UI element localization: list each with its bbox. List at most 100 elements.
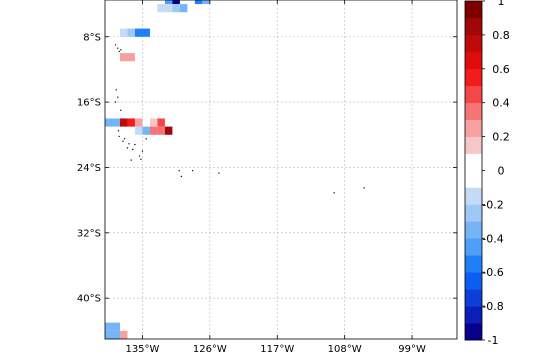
colorbar: 1 0.8 0.6 0.4 0.2 0 -0.2 -0.4 -0.6 -0.8 -1 [464,0,510,347]
colorbar-tick-label: 0.2 [492,131,510,144]
anomaly-cell [164,126,173,135]
anomaly-cell [157,126,165,135]
lon-tick-label: 108°W [328,344,362,355]
colorbar-tick-label: 0.6 [492,63,510,76]
anomaly-cell [119,53,128,62]
lon-tick-label: 117°W [260,344,294,355]
colorbar-tick-label: -0.2 [482,198,503,211]
anomaly-cell [202,0,210,5]
colorbar-segment [465,170,482,188]
island-marker [122,140,124,143]
island-marker [138,155,141,157]
colorbar-tick-label: -0.4 [482,232,503,245]
anomaly-cell [164,4,173,13]
map-frame [104,0,458,340]
island-marker [218,172,220,174]
island-marker [114,44,117,46]
island-marker [140,158,142,160]
anomaly-cell [142,126,150,135]
colorbar-segment [465,34,482,53]
anomaly-cell [112,118,120,127]
colorbar-segment [465,136,482,154]
colorbar-tick-label: 0.4 [492,97,510,110]
colorbar-segment [465,272,482,290]
colorbar-tick-label: 0 [498,165,505,178]
island-marker [120,109,122,111]
island-marker [191,170,194,172]
anomaly-cell [119,118,128,127]
island-marker [123,138,126,140]
anomaly-cell [194,0,203,5]
colorbar-segment [465,306,482,324]
anomaly-cell [164,0,173,5]
island-marker [117,96,119,98]
anomaly-cell [127,118,135,127]
island-markers [114,44,365,194]
colorbar-segment [465,204,482,222]
island-marker [141,150,144,152]
lat-tick-label: 40°S [77,294,101,305]
anomaly-cell [157,118,165,127]
lon-tick-label: 135°W [125,344,159,355]
anomaly-cell [172,4,180,13]
island-marker [145,138,147,140]
island-marker [117,47,119,49]
island-marker [114,101,117,103]
island-marker [117,129,120,132]
anomaly-cell [172,0,180,5]
colorbar-tick-label: 1 [498,0,505,8]
island-marker [363,187,365,189]
colorbar-segment [465,255,482,273]
colorbar-segment [465,187,482,205]
colorbar-segment [465,289,482,307]
colorbar-segment [465,51,482,70]
anomaly-cell [179,4,188,13]
lon-tick-label: 126°W [193,344,227,355]
colorbar-segment [465,17,482,36]
island-marker [180,175,183,178]
island-marker [120,49,122,51]
colorbar-segment [465,1,482,19]
graticule [105,0,457,339]
anomaly-cell [134,118,143,127]
island-marker [126,147,129,149]
colorbar-tick-label: -1 [488,334,499,347]
anomaly-cell [127,53,135,62]
island-marker [128,143,130,145]
lat-tick-label: 16°S [77,98,101,109]
colorbar-tick-label: -0.6 [482,266,503,279]
island-marker [333,192,335,194]
anomaly-cell [112,322,120,331]
lat-tick-label: 8°S [83,32,101,43]
island-marker [115,89,117,91]
colorbar-segment [465,153,482,171]
anomaly-cell [105,118,113,127]
anomaly-cell [142,28,150,37]
anomaly-cell [119,28,128,37]
axis-ticks: 135°W 126°W 117°W 108°W 99°W 8°S 16°S 24°S 32°S 4… [77,0,457,355]
colorbar-segment [465,119,482,137]
lat-tick-label: 32°S [77,228,101,239]
anomaly-cell [112,330,120,339]
anomaly-cell [134,28,143,37]
colorbar-segment [465,238,482,256]
anomaly-cells [105,0,210,339]
lat-tick-label: 24°S [77,163,101,174]
colorbar-tick-label: -0.8 [482,300,503,313]
island-marker [118,135,120,138]
anomaly-cell [105,330,113,339]
anomaly-cell [149,118,158,127]
anomaly-cell [105,322,113,331]
colorbar-segment [465,102,482,120]
lon-tick-label: 99°W [398,344,426,355]
anomaly-cell [157,4,165,13]
colorbar-tick-label: 0.8 [492,29,510,42]
island-marker [132,148,134,151]
anomaly-cell [134,126,143,135]
island-marker [134,143,136,146]
anomaly-cell [127,28,135,37]
colorbar-segment [465,68,482,87]
anomaly-cell [149,126,158,135]
island-marker [130,159,132,161]
